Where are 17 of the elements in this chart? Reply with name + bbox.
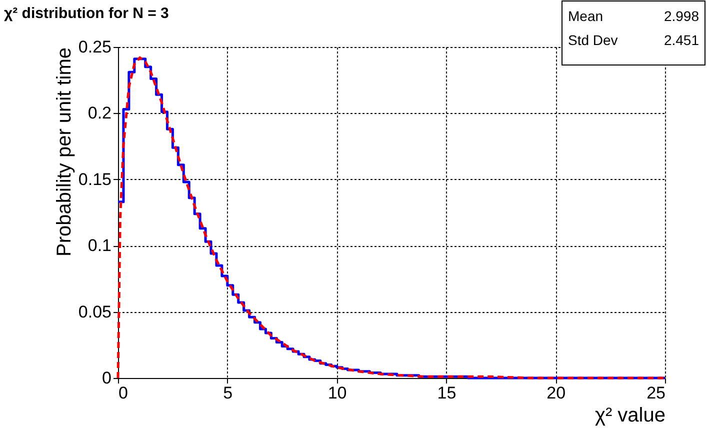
x-tick-label: 25 [646,384,666,402]
y-tick-label: 0.2 [88,104,112,123]
chart-title: χ² distribution for N = 3 [4,5,169,22]
y-axis-title: Probability per unit time [53,48,76,256]
x-tick-label: 10 [328,384,347,402]
text: Mean 2.998 [568,8,699,24]
x-tick-label: 15 [437,384,456,402]
x-tick-label: 0 [118,384,128,402]
y-tick-label: 0.05 [78,302,112,322]
text: Std Dev 2.451 [568,32,699,48]
x-tick-label: 5 [223,384,233,402]
y-tick-label: 0.1 [88,236,112,256]
x-tick-label: 20 [546,384,566,402]
y-tick-label: 0 [102,368,112,388]
y-tick-label: 0.15 [78,170,112,189]
y-tick-label: 0.25 [78,38,112,56]
x-axis-title: χ² value [594,404,666,426]
